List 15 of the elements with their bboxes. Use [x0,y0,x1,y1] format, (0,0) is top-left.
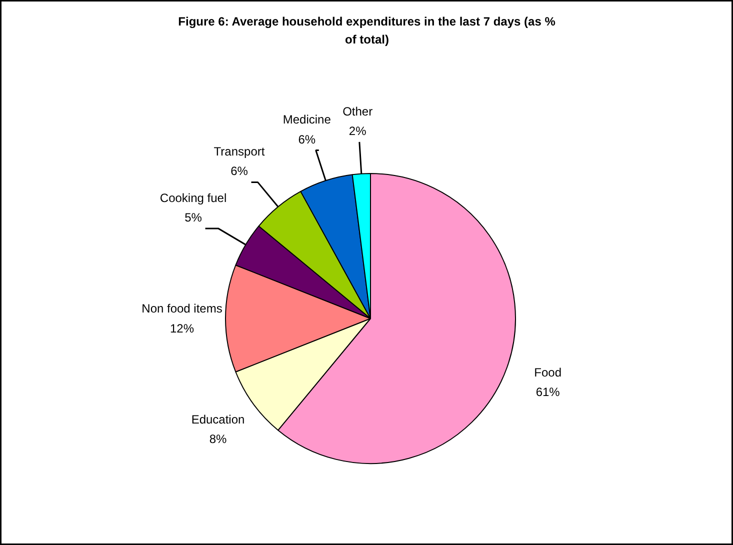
data-label: 6% [298,132,316,146]
data-label: 61% [536,385,560,400]
slice-label: Transport [214,144,266,159]
data-label: 12% [170,321,194,336]
data-label: 6% [230,164,248,178]
slice-label: Medicine [282,112,332,127]
data-label: 5% [184,210,202,224]
data-label: 2% [348,124,367,138]
slice-label: Non food items [142,302,222,316]
slice-label: Food [534,366,562,380]
slice-label: Education [191,412,245,426]
data-label: 8% [209,432,227,446]
slice-label: Cooking fuel [160,190,227,205]
chart-title: Figure 6: Average household expenditures in the last 7 days (as % of total) [178,14,556,47]
slice-label: Other [342,104,373,118]
